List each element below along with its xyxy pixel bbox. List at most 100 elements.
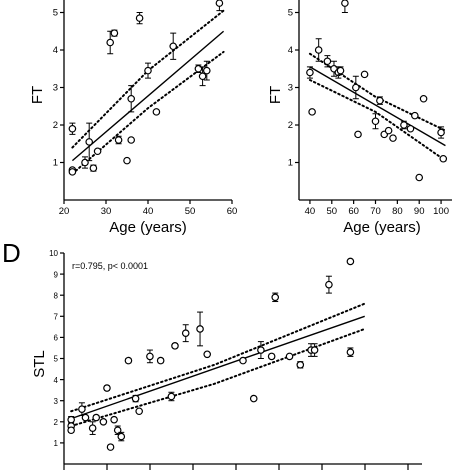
data-point — [267, 352, 276, 361]
regression-line — [71, 30, 225, 162]
data-point — [135, 407, 143, 416]
regression-line — [70, 315, 365, 420]
data-point — [352, 83, 360, 92]
y-axis-label: FT — [29, 86, 46, 104]
data-point — [371, 117, 380, 126]
data-point — [88, 424, 97, 432]
data-point — [249, 394, 258, 403]
x-tick-label: 90 — [414, 206, 425, 217]
data-point — [439, 154, 448, 163]
data-point — [400, 121, 408, 129]
data-point — [310, 346, 319, 354]
x-tick-label: 60 — [348, 206, 359, 217]
x-axis-label: Age (years) — [109, 219, 187, 236]
data-point — [103, 384, 111, 392]
data-point — [167, 392, 176, 401]
data-point — [89, 164, 98, 172]
x-tick-label: 40 — [305, 206, 316, 217]
data-point — [360, 70, 369, 79]
data-point — [67, 415, 75, 424]
data-point — [78, 405, 86, 413]
data-point — [152, 108, 161, 116]
y-tick-label: 10 — [49, 249, 58, 258]
y-tick-label: 2 — [288, 120, 293, 131]
data-point — [110, 29, 119, 37]
data-point — [239, 356, 247, 365]
data-point — [271, 293, 280, 302]
y-tick-label: 3 — [53, 83, 58, 94]
data-point — [296, 361, 305, 369]
data-point — [196, 325, 204, 333]
y-tick-label: 4 — [53, 45, 58, 56]
data-point — [406, 124, 415, 133]
data-point — [437, 128, 445, 137]
data-point — [336, 66, 345, 75]
y-tick-label: 7 — [54, 313, 59, 322]
y-axis-label: STL — [31, 350, 48, 378]
data-point — [314, 46, 323, 54]
y-tick-label: 4 — [288, 45, 293, 56]
data-point — [203, 66, 211, 75]
data-point — [68, 168, 77, 176]
data-point — [92, 413, 101, 422]
data-point — [419, 94, 428, 103]
y-tick-label: 1 — [288, 158, 293, 169]
y-axis-label: FT — [267, 86, 284, 104]
x-tick-label: 40 — [143, 206, 154, 217]
data-point — [146, 352, 154, 361]
y-tick-label: 6 — [54, 334, 59, 343]
y-tick-label: 3 — [54, 397, 59, 406]
data-point — [124, 356, 133, 365]
data-point — [67, 426, 75, 435]
data-point — [114, 136, 123, 144]
y-tick-label: 1 — [53, 158, 58, 169]
data-point — [325, 280, 333, 289]
panel-letter: D — [2, 238, 21, 268]
x-tick-label: 70 — [370, 206, 381, 217]
data-point — [144, 66, 152, 75]
data-point — [306, 68, 314, 77]
regression-line — [309, 66, 446, 147]
data-point — [411, 111, 419, 120]
data-point — [110, 415, 118, 424]
x-tick-label: 20 — [59, 206, 70, 217]
x-tick-label: 60 — [227, 206, 238, 217]
data-point — [169, 42, 178, 51]
data-point — [198, 72, 207, 81]
ci-lower-band — [70, 327, 366, 428]
y-tick-label: 8 — [54, 291, 59, 300]
y-tick-label: 5 — [54, 355, 59, 364]
panel-ft-age-old: 1 2 3 4 5 40 50 60 70 80 90 100 Age (years) FT — [267, 0, 452, 236]
data-point — [131, 394, 140, 403]
data-point — [308, 108, 316, 116]
y-tick-label: 2 — [53, 120, 58, 131]
x-tick-label: 30 — [101, 206, 112, 217]
y-tick-label: 5 — [288, 8, 293, 19]
ci-upper-band — [70, 302, 366, 413]
data-point — [346, 257, 355, 266]
x-tick-label: 80 — [392, 206, 403, 217]
x-tick-label: 50 — [185, 206, 196, 217]
x-tick-label: 50 — [326, 206, 337, 217]
y-tick-label: 2 — [54, 418, 59, 427]
data-point — [117, 432, 126, 441]
y-tick-label: 1 — [54, 439, 59, 448]
y-tick-label: 9 — [54, 270, 59, 279]
data-point — [135, 14, 144, 22]
data-point — [376, 96, 384, 105]
data-point — [346, 348, 355, 356]
data-point — [99, 417, 108, 426]
data-point — [171, 342, 179, 350]
panel-stl: 1 2 3 4 5 6 7 8 9 10 STL D r=0.795, p< 0.0001 — [2, 238, 422, 470]
x-tick-label: 100 — [433, 206, 449, 217]
data-point — [389, 134, 397, 142]
data-point — [93, 147, 102, 156]
data-point — [106, 443, 115, 451]
data-point — [257, 346, 265, 354]
x-axis-label: Age (years) — [343, 219, 421, 236]
data-point — [415, 173, 424, 182]
data-point — [81, 413, 90, 422]
data-point — [285, 352, 294, 361]
data-point — [203, 350, 212, 359]
